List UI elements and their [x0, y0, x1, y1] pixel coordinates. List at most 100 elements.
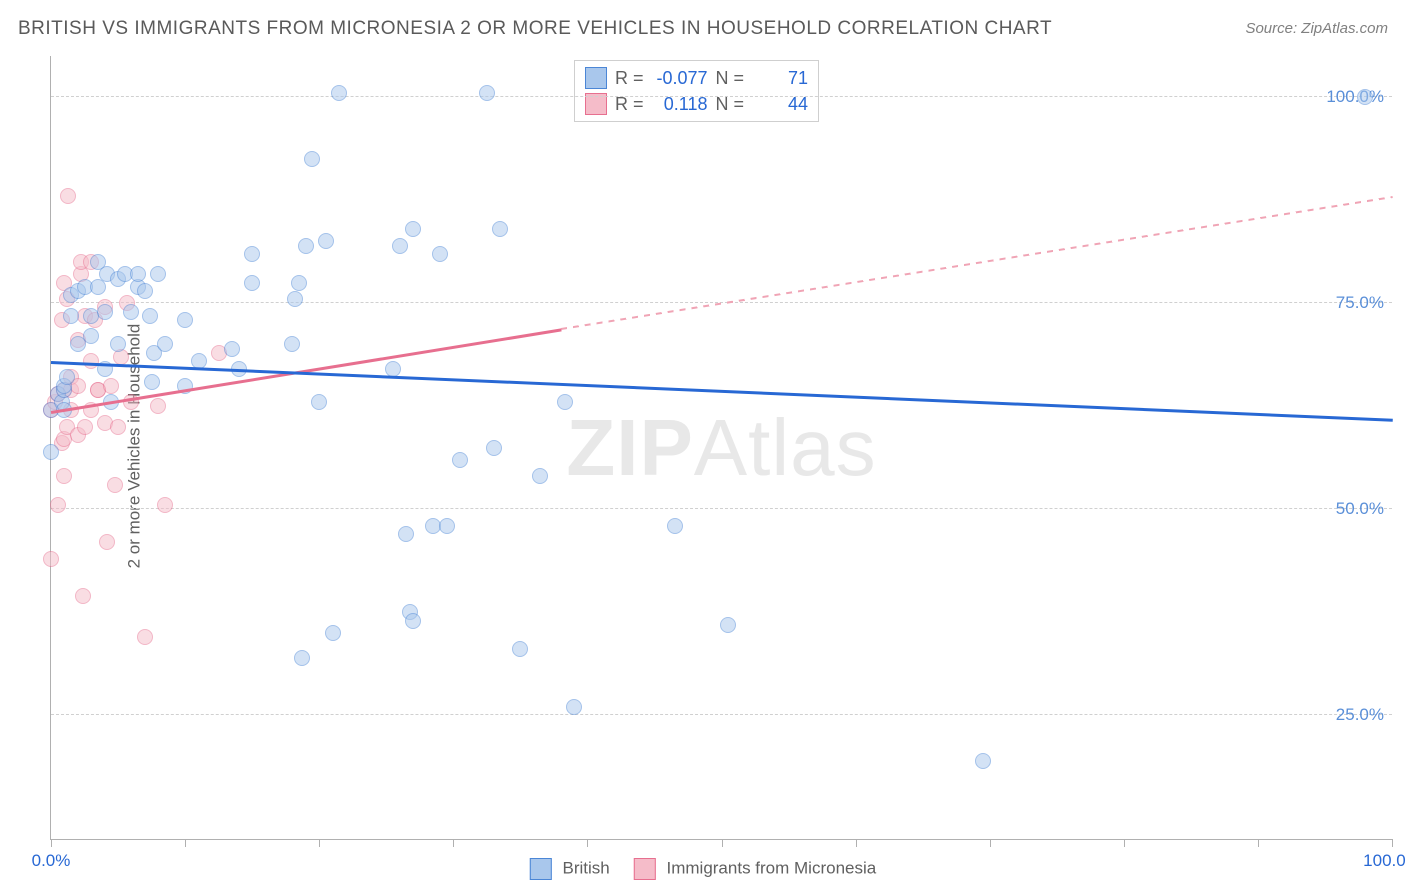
point-british — [123, 304, 139, 320]
point-british — [331, 85, 347, 101]
x-tick — [1258, 839, 1259, 847]
r-label: R = — [615, 68, 644, 89]
x-tick — [319, 839, 320, 847]
regression-line — [51, 361, 1393, 421]
point-micronesia — [43, 551, 59, 567]
x-tick — [587, 839, 588, 847]
point-british — [244, 246, 260, 262]
x-tick — [1392, 839, 1393, 847]
gridline — [51, 714, 1392, 715]
stats-row-micronesia: R = 0.118 N = 44 — [585, 91, 808, 117]
chart-title: BRITISH VS IMMIGRANTS FROM MICRONESIA 2 … — [18, 18, 1052, 40]
point-british — [566, 699, 582, 715]
x-tick-label: 0.0% — [32, 851, 71, 871]
r-value: -0.077 — [652, 68, 708, 89]
n-label: N = — [716, 68, 745, 89]
plot-area: ZIPAtlas R = -0.077 N = 71 R = 0.118 N =… — [50, 56, 1392, 840]
x-tick — [722, 839, 723, 847]
point-micronesia — [150, 398, 166, 414]
point-british — [291, 275, 307, 291]
point-british — [405, 613, 421, 629]
point-micronesia — [103, 378, 119, 394]
point-british — [452, 452, 468, 468]
stats-row-british: R = -0.077 N = 71 — [585, 65, 808, 91]
legend-label-micronesia: Immigrants from Micronesia — [666, 858, 876, 877]
source-label: Source: ZipAtlas.com — [1245, 20, 1388, 37]
point-british — [144, 374, 160, 390]
legend-swatch-micronesia-icon — [634, 858, 656, 880]
watermark: ZIPAtlas — [566, 402, 876, 494]
y-tick-label: 100.0% — [1326, 87, 1384, 107]
point-micronesia — [107, 477, 123, 493]
point-british — [512, 641, 528, 657]
point-british — [294, 650, 310, 666]
x-tick — [1124, 839, 1125, 847]
point-british — [392, 238, 408, 254]
point-british — [150, 266, 166, 282]
point-british — [43, 444, 59, 460]
gridline — [51, 96, 1392, 97]
point-micronesia — [99, 534, 115, 550]
point-british — [83, 328, 99, 344]
legend-label-british: British — [563, 858, 610, 877]
point-british — [287, 291, 303, 307]
point-micronesia — [75, 588, 91, 604]
point-british — [177, 312, 193, 328]
stats-legend-box: R = -0.077 N = 71 R = 0.118 N = 44 — [574, 60, 819, 122]
swatch-british-icon — [585, 67, 607, 89]
point-british — [298, 238, 314, 254]
n-value: 71 — [752, 68, 808, 89]
point-british — [492, 221, 508, 237]
regression-line — [561, 196, 1393, 330]
point-micronesia — [137, 629, 153, 645]
point-british — [720, 617, 736, 633]
watermark-zip: ZIP — [566, 403, 693, 492]
point-british — [975, 753, 991, 769]
point-british — [157, 336, 173, 352]
point-british — [398, 526, 414, 542]
x-tick — [856, 839, 857, 847]
point-british — [59, 369, 75, 385]
legend-item-micronesia: Immigrants from Micronesia — [634, 858, 876, 880]
point-micronesia — [50, 497, 66, 513]
point-british — [244, 275, 260, 291]
point-british — [311, 394, 327, 410]
point-micronesia — [56, 468, 72, 484]
point-british — [130, 266, 146, 282]
point-micronesia — [60, 188, 76, 204]
point-british — [284, 336, 300, 352]
x-tick-label: 100.0% — [1363, 851, 1406, 871]
point-british — [667, 518, 683, 534]
point-british — [318, 233, 334, 249]
point-british — [486, 440, 502, 456]
x-tick — [185, 839, 186, 847]
point-british — [405, 221, 421, 237]
point-british — [224, 341, 240, 357]
point-micronesia — [110, 419, 126, 435]
point-british — [1357, 89, 1373, 105]
point-micronesia — [157, 497, 173, 513]
point-british — [304, 151, 320, 167]
point-british — [97, 304, 113, 320]
gridline — [51, 508, 1392, 509]
x-tick — [990, 839, 991, 847]
point-british — [532, 468, 548, 484]
x-tick — [51, 839, 52, 847]
point-british — [479, 85, 495, 101]
legend-item-british: British — [530, 858, 610, 880]
legend-swatch-british-icon — [530, 858, 552, 880]
point-british — [325, 625, 341, 641]
point-british — [439, 518, 455, 534]
point-micronesia — [77, 419, 93, 435]
regression-line — [51, 328, 561, 413]
point-british — [142, 308, 158, 324]
point-british — [137, 283, 153, 299]
y-tick-label: 50.0% — [1336, 499, 1384, 519]
y-tick-label: 75.0% — [1336, 293, 1384, 313]
point-british — [110, 336, 126, 352]
point-british — [432, 246, 448, 262]
point-british — [63, 308, 79, 324]
y-tick-label: 25.0% — [1336, 705, 1384, 725]
watermark-atlas: Atlas — [694, 403, 877, 492]
legend-bottom: British Immigrants from Micronesia — [530, 858, 876, 880]
